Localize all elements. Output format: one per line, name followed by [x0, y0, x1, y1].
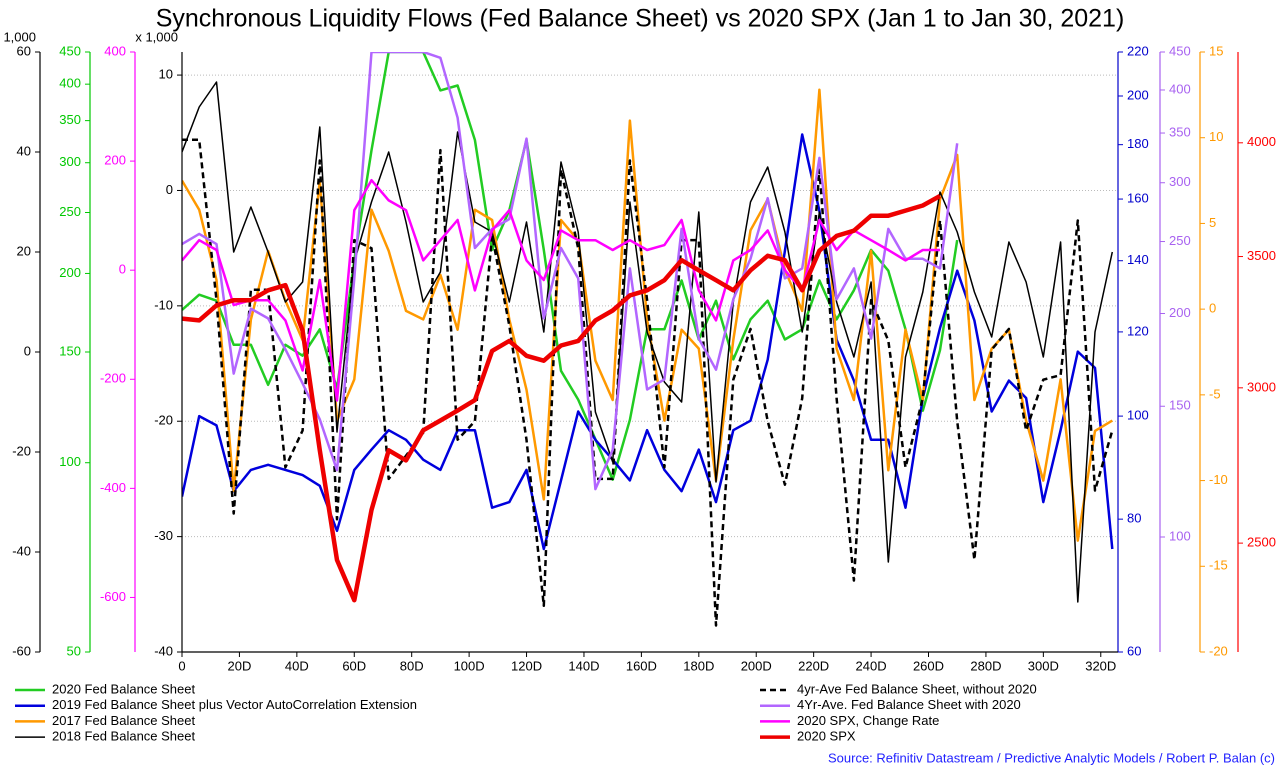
y-tick-label: 20	[17, 243, 31, 258]
x-tick-label: 180D	[683, 658, 714, 673]
y-tick-label: 250	[59, 204, 81, 219]
y-tick-label: -40	[154, 643, 173, 658]
y-tick-label: 60	[17, 43, 31, 58]
legend-label: 4Yr-Ave. Fed Balance Sheet with 2020	[797, 697, 1021, 712]
y-tick-label: 120	[1127, 323, 1149, 338]
y-tick-label: 100	[1169, 528, 1191, 543]
y-tick-label: -200	[100, 371, 126, 386]
series-line	[182, 178, 940, 402]
x-tick-label: 120D	[511, 658, 542, 673]
legend-label: 2017 Fed Balance Sheet	[52, 713, 195, 728]
x-tick-label: 300D	[1028, 658, 1059, 673]
y-tick-label: 0	[1209, 301, 1216, 316]
y-tick-label: 220	[1127, 43, 1149, 58]
y-tick-label: 140	[1127, 252, 1149, 267]
y-tick-label: 400	[1169, 81, 1191, 96]
x-tick-label: 260D	[913, 658, 944, 673]
x-tick-label: 200D	[741, 658, 772, 673]
y-tick-label: 2500	[1247, 535, 1276, 550]
y-tick-label: 50	[67, 643, 81, 658]
y-tick-label: 80	[1127, 511, 1141, 526]
y-tick-label: 3000	[1247, 379, 1276, 394]
x-tick-label: 320D	[1085, 658, 1116, 673]
x-tick-label: 80D	[400, 658, 424, 673]
y-tick-label: -60	[12, 643, 31, 658]
series-line	[182, 133, 1114, 551]
legend-label: 2018 Fed Balance Sheet	[52, 729, 195, 744]
y-tick-label: 0	[24, 343, 31, 358]
y-tick-label: 350	[1169, 124, 1191, 139]
y-tick-label: 160	[1127, 190, 1149, 205]
y-tick-label: -30	[154, 528, 173, 543]
y-tick-label: 200	[1127, 87, 1149, 102]
axis-unit-label: x 1,000	[135, 29, 178, 44]
y-tick-label: 450	[59, 43, 81, 58]
x-tick-label: 280D	[970, 658, 1001, 673]
y-tick-label: 250	[1169, 233, 1191, 248]
y-tick-label: 100	[59, 454, 81, 469]
y-tick-label: 350	[59, 112, 81, 127]
y-tick-label: 60	[1127, 643, 1141, 658]
y-tick-label: 15	[1209, 43, 1223, 58]
source-note: Source: Refinitiv Datastream / Predictiv…	[828, 750, 1275, 765]
x-tick-label: 220D	[798, 658, 829, 673]
y-tick-label: 200	[104, 153, 126, 168]
y-tick-label: 400	[104, 43, 126, 58]
y-tick-label: 200	[1169, 305, 1191, 320]
x-tick-label: 60D	[342, 658, 366, 673]
legend-label: 2020 SPX, Change Rate	[797, 713, 939, 728]
series-line	[182, 81, 1114, 603]
y-tick-label: -15	[1209, 558, 1228, 573]
y-tick-label: -20	[154, 413, 173, 428]
y-tick-label: 10	[1209, 129, 1223, 144]
y-tick-label: 150	[59, 343, 81, 358]
y-tick-label: 0	[166, 182, 173, 197]
y-tick-label: -10	[154, 297, 173, 312]
plot-area	[182, 52, 1114, 627]
x-tick-label: 240D	[856, 658, 887, 673]
y-tick-label: 300	[59, 154, 81, 169]
y-tick-label: 450	[1169, 43, 1191, 58]
y-tick-label: 3500	[1247, 248, 1276, 263]
y-tick-label: 200	[59, 265, 81, 280]
y-tick-label: 150	[1169, 398, 1191, 413]
y-tick-label: -5	[1209, 386, 1221, 401]
y-tick-label: -400	[100, 480, 126, 495]
y-tick-label: 40	[17, 143, 31, 158]
y-tick-label: 300	[1169, 174, 1191, 189]
axis-unit-label: x 1,000	[0, 29, 36, 44]
y-tick-label: -20	[1209, 643, 1228, 658]
x-tick-label: 100D	[454, 658, 485, 673]
legend-label: 4yr-Ave Fed Balance Sheet, without 2020	[797, 681, 1037, 696]
y-tick-label: -40	[12, 543, 31, 558]
series-line	[182, 194, 942, 603]
x-tick-label: 140D	[568, 658, 599, 673]
y-tick-label: 5	[1209, 215, 1216, 230]
y-tick-label: -10	[1209, 472, 1228, 487]
x-tick-label: 20D	[227, 658, 251, 673]
y-tick-label: 10	[159, 67, 173, 82]
legend-label: 2020 Fed Balance Sheet	[52, 681, 195, 696]
y-tick-label: 180	[1127, 136, 1149, 151]
legend-label: 2020 SPX	[797, 729, 856, 744]
y-tick-label: 400	[59, 76, 81, 91]
x-tick-label: 160D	[626, 658, 657, 673]
y-tick-label: 0	[119, 262, 126, 277]
x-tick-label: 0	[178, 658, 185, 673]
chart-title: Synchronous Liquidity Flows (Fed Balance…	[156, 5, 1125, 33]
y-tick-label: 100	[1127, 408, 1149, 423]
legend-label: 2019 Fed Balance Sheet plus Vector AutoC…	[52, 697, 417, 712]
y-tick-label: -600	[100, 589, 126, 604]
y-tick-label: 4000	[1247, 134, 1276, 149]
series-line	[182, 138, 1114, 627]
axes: x 1,000-40-30-20-10010x 1,000-60-40-2002…	[0, 29, 1276, 673]
y-tick-label: -20	[12, 443, 31, 458]
x-tick-label: 40D	[285, 658, 309, 673]
